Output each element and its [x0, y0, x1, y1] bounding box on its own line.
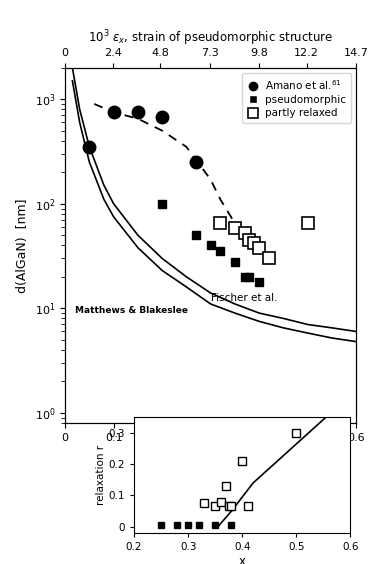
X-axis label: x: x: [239, 555, 246, 564]
Text: Fischer et al.: Fischer et al.: [211, 293, 277, 303]
Legend: Amano et al.$^{61}$, pseudomorphic, partly relaxed: Amano et al.$^{61}$, pseudomorphic, part…: [242, 73, 351, 124]
Y-axis label: relaxation r: relaxation r: [96, 445, 106, 505]
Text: Matthews & Blakeslee: Matthews & Blakeslee: [75, 306, 188, 315]
X-axis label: Al-concentration x: Al-concentration x: [146, 448, 275, 461]
Y-axis label: d(AlGaN)  [nm]: d(AlGaN) [nm]: [16, 198, 29, 293]
X-axis label: 10$^3$ $\varepsilon_x$, strain of pseudomorphic structure: 10$^3$ $\varepsilon_x$, strain of pseudo…: [88, 29, 333, 48]
